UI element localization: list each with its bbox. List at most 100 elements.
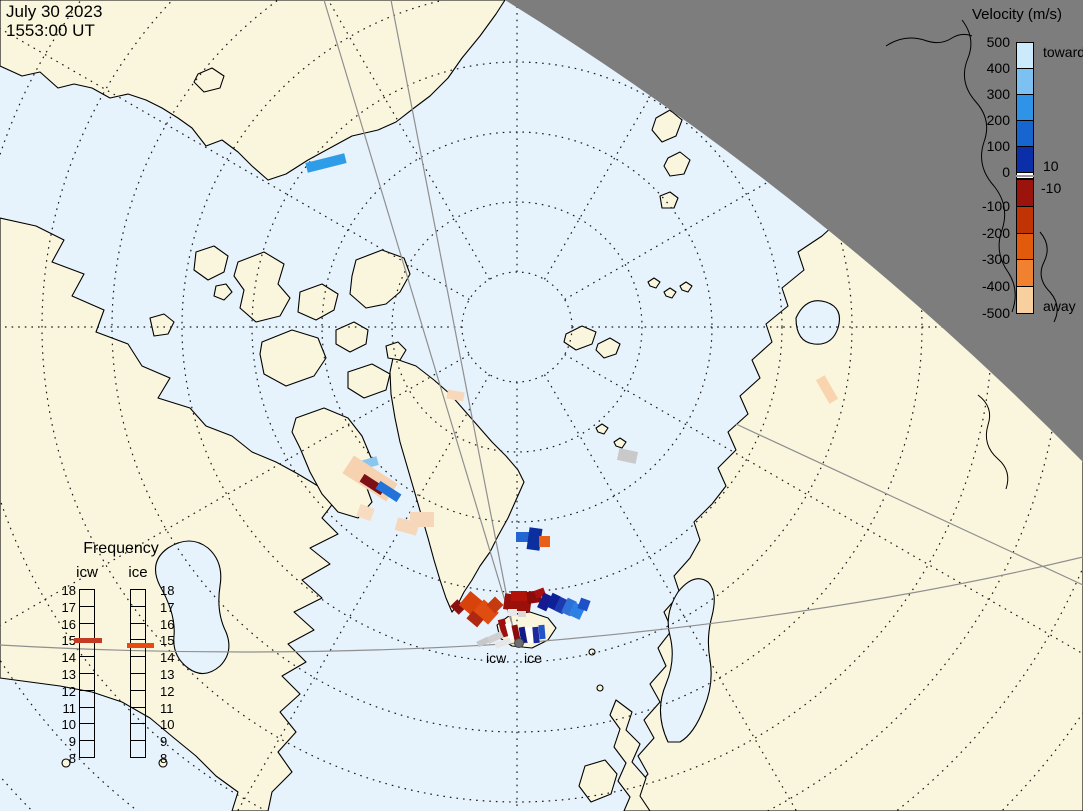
white-sea xyxy=(795,300,841,345)
island xyxy=(335,321,369,353)
island-svalbard-2 xyxy=(595,337,621,359)
frequency-tick: 13 xyxy=(160,667,175,682)
frequency-legend: Frequency icw 18 17 16 15 14 13 12 11 10 9 8 ice 18 17… xyxy=(40,536,200,776)
frequency-cell xyxy=(79,590,95,607)
frequency-cell xyxy=(79,674,95,691)
velocity-echo-layer xyxy=(305,153,839,649)
velocity-echo xyxy=(450,599,466,615)
away-label: away xyxy=(1043,298,1076,314)
frequency-tick: 16 xyxy=(61,616,76,632)
coastline-novaya-zemlya xyxy=(961,19,1016,313)
timestamp-block: July 30 2023 1553:00 UT xyxy=(6,2,102,40)
frequency-cell xyxy=(130,640,146,658)
frequency-cell xyxy=(130,724,146,742)
colorbar-cell-away xyxy=(1016,259,1034,287)
velocity-echo xyxy=(494,637,512,649)
map-label-ice: ice xyxy=(524,650,542,666)
near-zero-neg-label: -10 xyxy=(1041,180,1062,196)
colorbar-cell-away xyxy=(1016,179,1034,206)
velocity-echo xyxy=(561,597,577,617)
velocity-echo xyxy=(538,624,546,640)
island-ellesmere xyxy=(349,249,411,309)
velocity-echo xyxy=(305,153,347,173)
velocity-echo xyxy=(525,626,535,644)
velocity-echo xyxy=(537,592,553,612)
islet-circle xyxy=(596,684,604,692)
coastline-squiggle-2 xyxy=(1039,231,1058,323)
colorbar-cell-toward xyxy=(1016,146,1034,172)
frequency-tick: 12 xyxy=(61,683,76,699)
frequency-bar-top xyxy=(130,589,146,590)
coastline-squiggle xyxy=(885,33,973,47)
islet-circle xyxy=(61,758,71,768)
colorbar-bottom-edge xyxy=(1016,313,1034,314)
radar-beam-boundary-left xyxy=(323,0,519,645)
frequency-cell xyxy=(79,707,95,725)
frequency-tick: 8 xyxy=(160,751,168,766)
colorbar-zero-line xyxy=(1016,174,1034,177)
colorbar-cell-away xyxy=(1016,205,1034,233)
velocity-echo xyxy=(518,611,526,617)
island xyxy=(297,283,339,321)
near-zero-pos-label: 10 xyxy=(1043,158,1059,174)
frequency-cell xyxy=(130,707,146,725)
frequency-cell xyxy=(130,741,146,758)
island xyxy=(385,341,407,361)
islet xyxy=(663,287,677,299)
velocity-tick: -300 xyxy=(981,251,1010,268)
velocity-echo xyxy=(511,591,527,601)
frequency-cell xyxy=(130,690,146,708)
velocity-tick: -200 xyxy=(981,224,1010,241)
frequency-tick: 18 xyxy=(160,583,175,598)
colorbar-cell-toward xyxy=(1016,42,1034,68)
velocity-echo xyxy=(497,618,510,638)
velocity-echo xyxy=(577,597,591,612)
velocity-tick: 0 xyxy=(1002,164,1010,180)
map-label-icw: icw xyxy=(486,650,507,666)
velocity-tick: -500 xyxy=(981,305,1010,321)
frequency-active-mark xyxy=(74,637,102,643)
colorbar-cell-away xyxy=(1016,232,1034,260)
frequency-cell xyxy=(79,640,95,658)
land-canada-mainland xyxy=(0,217,339,811)
frequency-cell xyxy=(79,657,95,674)
velocity-echo xyxy=(466,610,484,628)
velocity-echo xyxy=(375,480,402,503)
velocity-legend-title: Velocity (m/s) xyxy=(972,6,1063,23)
island-britain xyxy=(609,699,651,811)
velocity-tick: 400 xyxy=(986,60,1010,76)
terminator-shading xyxy=(505,0,1083,462)
coastlines-over-terminator xyxy=(885,19,1058,490)
time-label: 1553:00 UT xyxy=(6,21,95,40)
frequency-cell xyxy=(130,606,146,624)
frequency-legend-title: Frequency xyxy=(83,540,159,557)
island-severnaya-3 xyxy=(659,191,679,209)
velocity-tick: 200 xyxy=(986,112,1010,128)
frequency-tick: 18 xyxy=(61,583,76,598)
frequency-cell xyxy=(130,623,146,641)
frequency-tick: 10 xyxy=(160,717,175,733)
land-siberia-top xyxy=(0,0,506,181)
velocity-echo xyxy=(526,527,543,551)
toward-label: toward xyxy=(1043,44,1083,60)
frequency-cell xyxy=(79,690,95,708)
latitude-circle xyxy=(391,201,643,453)
frequency-tick: 12 xyxy=(160,683,175,699)
gulf-of-bothnia xyxy=(659,578,715,743)
frequency-tick: 9 xyxy=(68,734,76,750)
frequency-tick: 15 xyxy=(160,633,175,649)
geographic-parallel-2 xyxy=(735,423,1083,586)
velocity-echo xyxy=(446,389,465,402)
frequency-cell xyxy=(79,741,95,758)
latitude-circle xyxy=(181,0,853,663)
frequency-tick: 14 xyxy=(61,650,76,666)
velocity-tick: 500 xyxy=(986,34,1010,50)
islet xyxy=(647,277,661,289)
velocity-echo xyxy=(539,536,550,547)
land-greenland xyxy=(389,357,525,613)
frequency-tick: 11 xyxy=(160,700,174,716)
frequency-tick: 11 xyxy=(62,700,77,716)
islet-circle xyxy=(158,758,168,768)
velocity-echo xyxy=(473,599,499,625)
